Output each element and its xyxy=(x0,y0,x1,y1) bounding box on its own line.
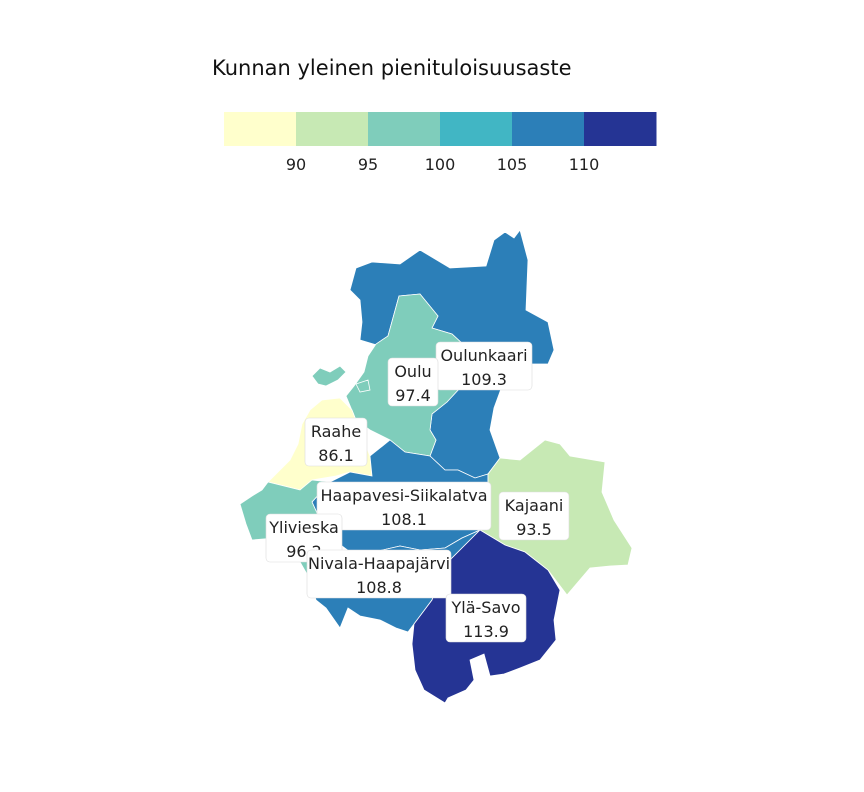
legend-swatch xyxy=(512,112,585,146)
region-name-label: Raahe xyxy=(311,422,361,441)
label-oulu: Oulu 97.4 xyxy=(387,357,439,407)
legend-swatch xyxy=(224,112,297,146)
region-name-label: Ylä-Savo xyxy=(450,598,520,617)
legend-tick-label: 105 xyxy=(497,155,528,174)
legend-tick-label: 95 xyxy=(358,155,378,174)
region-shape xyxy=(355,379,371,393)
region-value-label: 108.1 xyxy=(381,510,427,529)
label-box xyxy=(445,593,527,643)
region-shape xyxy=(311,365,347,387)
legend-tick-label: 90 xyxy=(286,155,306,174)
label-raahe: Raahe 86.1 xyxy=(304,417,368,467)
label-yl-savo: Ylä-Savo 113.9 xyxy=(445,593,527,643)
map-regions xyxy=(239,229,633,704)
legend-swatch xyxy=(440,112,513,146)
label-oulunkaari: Oulunkaari 109.3 xyxy=(435,341,533,391)
legend-swatches xyxy=(224,112,657,146)
legend-tick-label: 110 xyxy=(569,155,600,174)
map-labels: Oulunkaari 109.3 Oulu 97.4 Raahe 86.1 Haapaves… xyxy=(265,341,570,643)
region-name-label: Oulu xyxy=(394,362,431,381)
region-name-label: Ylivieska xyxy=(268,518,339,537)
region-name-label: Kajaani xyxy=(505,496,564,515)
region-value-label: 86.1 xyxy=(318,446,354,465)
legend-swatch xyxy=(296,112,369,146)
label-box xyxy=(316,481,492,531)
label-box xyxy=(306,549,452,599)
region-value-label: 108.8 xyxy=(356,578,402,597)
region-value-label: 93.5 xyxy=(516,520,552,539)
region-name-label: Nivala-Haapajärvi xyxy=(308,554,450,573)
region-name-label: Haapavesi-Siikalatva xyxy=(320,486,487,505)
region-name-label: Oulunkaari xyxy=(440,346,527,365)
label-kajaani: Kajaani 93.5 xyxy=(498,491,570,541)
legend-tick-label: 100 xyxy=(425,155,456,174)
legend-ticks: 90 95 100 105 110 xyxy=(286,155,599,174)
region-value-label: 97.4 xyxy=(395,386,431,405)
label-box xyxy=(304,417,368,467)
legend-title: Kunnan yleinen pienituloisuusaste xyxy=(212,56,572,80)
label-box xyxy=(387,357,439,407)
region-value-label: 113.9 xyxy=(463,622,509,641)
region-oulunkaari xyxy=(349,229,555,479)
legend-swatch xyxy=(368,112,441,146)
label-haapavesi-siikalatva: Haapavesi-Siikalatva 108.1 xyxy=(316,481,492,531)
region-value-label: 109.3 xyxy=(461,370,507,389)
label-box xyxy=(498,491,570,541)
label-nivala-haapaj-rvi: Nivala-Haapajärvi 108.8 xyxy=(306,549,452,599)
legend-swatch xyxy=(584,112,657,146)
